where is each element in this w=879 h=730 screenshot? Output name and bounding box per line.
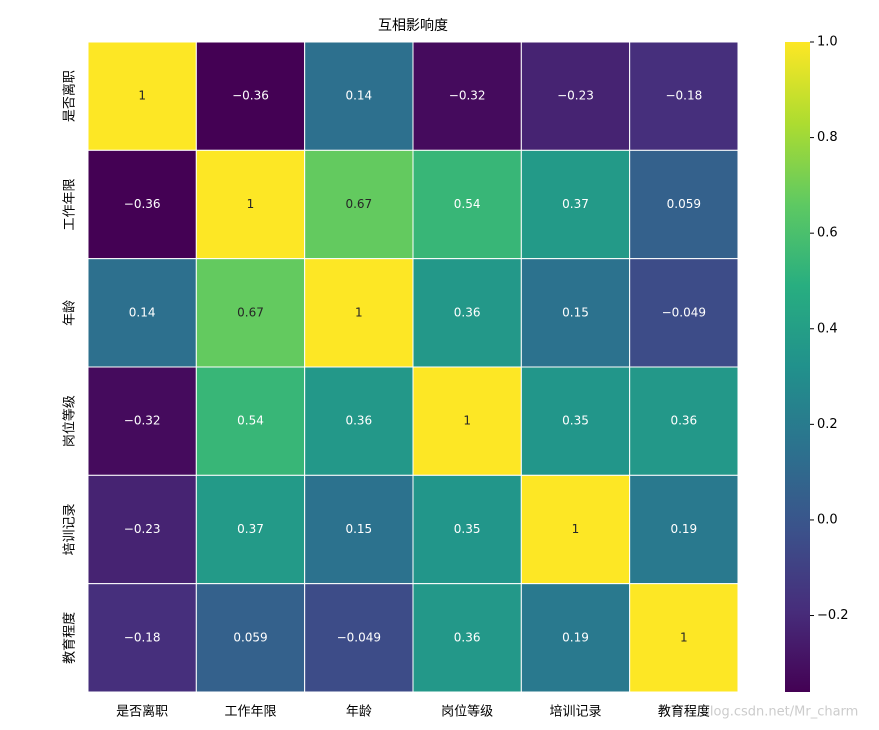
heatmap-cell: [304, 41, 414, 151]
cell-label: 0.54: [237, 414, 264, 428]
colorbar-tick-label: 0.4: [817, 321, 838, 336]
cell-label: 0.36: [454, 630, 481, 644]
cell-label: 0.35: [454, 522, 481, 536]
heatmap-cell: [629, 474, 739, 585]
heatmap-cell: [520, 474, 631, 585]
cell-label: −0.18: [124, 630, 161, 644]
cell-label: 0.37: [237, 522, 264, 536]
heatmap-cell: [520, 41, 631, 151]
heatmap-cell: [412, 583, 522, 693]
cell-label: 0.059: [233, 630, 267, 644]
heatmap-cell: [629, 41, 739, 151]
heatmap-cell: [195, 41, 306, 151]
colorbar-tick-label: 0.6: [817, 226, 838, 241]
heatmap-cell: [520, 366, 631, 476]
watermark: blog.csdn.net/Mr_charm: [702, 705, 859, 720]
cell-label: 0.36: [670, 414, 697, 428]
heatmap-cell: [412, 366, 522, 476]
x-tick-label: 是否离职: [116, 704, 168, 720]
cell-label: −0.049: [337, 630, 381, 644]
cell-label: 0.19: [562, 630, 589, 644]
x-tick-label: 教育程度: [658, 704, 710, 720]
cell-label: 0.19: [670, 522, 697, 536]
cell-label: 0.37: [562, 197, 589, 211]
cell-label: 0.36: [345, 414, 372, 428]
heatmap-cell: [195, 366, 306, 476]
cell-label: −0.36: [232, 89, 269, 103]
heatmap-cell: [412, 258, 522, 368]
cell-label: 1: [355, 305, 363, 319]
cell-label: 0.15: [345, 522, 372, 536]
y-tick-label: 工作年限: [63, 178, 78, 230]
heatmap-cell: [304, 366, 414, 476]
heatmap-cell: [87, 583, 197, 693]
cell-label: 0.67: [345, 197, 372, 211]
cell-label: 0.67: [237, 305, 264, 319]
cell-label: 0.36: [454, 305, 481, 319]
heatmap-cell: [87, 258, 197, 368]
x-tick-label: 培训记录: [549, 704, 601, 720]
cell-label: −0.23: [124, 522, 161, 536]
heatmap-cell: [629, 366, 739, 476]
cell-label: 1: [247, 197, 255, 211]
heatmap-cell: [87, 41, 197, 151]
cell-label: 1: [680, 630, 688, 644]
heatmap-cell: [629, 258, 739, 368]
y-tick-label: 教育程度: [62, 612, 78, 664]
colorbar: [785, 42, 810, 692]
cell-label: −0.049: [662, 305, 706, 319]
cell-label: −0.32: [449, 89, 486, 103]
x-tick-label: 岗位等级: [441, 704, 493, 720]
heatmap-cell: [304, 258, 414, 368]
chart-title: 互相影响度: [378, 18, 448, 34]
heatmap-cell: [520, 258, 631, 368]
colorbar-tick-label: −0.2: [817, 608, 849, 623]
heatmap-cell: [87, 474, 197, 585]
cell-label: −0.36: [124, 197, 161, 211]
colorbar-tick-label: 0.0: [817, 512, 838, 527]
heatmap-cell: [87, 366, 197, 476]
cell-label: 0.14: [129, 305, 156, 319]
heatmap-cell: [195, 258, 306, 368]
y-tick-label: 培训记录: [62, 503, 78, 555]
x-tick-label: 年龄: [346, 705, 372, 720]
heatmap-cell: [412, 41, 522, 151]
colorbar-tick-label: 1.0: [817, 35, 838, 50]
y-tick-label: 年龄: [63, 300, 78, 326]
cell-label: 0.15: [562, 305, 589, 319]
cell-label: 1: [572, 522, 580, 536]
cell-label: −0.23: [557, 89, 594, 103]
heatmap-cell: [195, 149, 306, 260]
heatmap-cell: [629, 583, 739, 693]
cell-label: 0.059: [667, 197, 701, 211]
cell-label: −0.32: [124, 414, 161, 428]
cell-label: 1: [138, 89, 146, 103]
cell-label: −0.18: [665, 89, 702, 103]
cell-label: 0.14: [345, 89, 372, 103]
heatmap-cell: [412, 149, 522, 260]
heatmap-cell: [629, 149, 739, 260]
x-tick-label: 工作年限: [224, 705, 276, 720]
cell-label: 1: [463, 414, 471, 428]
colorbar-tick-label: 0.2: [817, 417, 838, 432]
heatmap-cell: [412, 474, 522, 585]
colorbar-tick-label: 0.8: [817, 130, 838, 145]
cell-label: 0.35: [562, 414, 589, 428]
cell-label: 0.54: [454, 197, 481, 211]
heatmap-cell: [520, 583, 631, 693]
heatmap-cell: [304, 474, 414, 585]
y-tick-label: 岗位等级: [62, 395, 78, 447]
y-tick-label: 是否离职: [62, 70, 78, 122]
